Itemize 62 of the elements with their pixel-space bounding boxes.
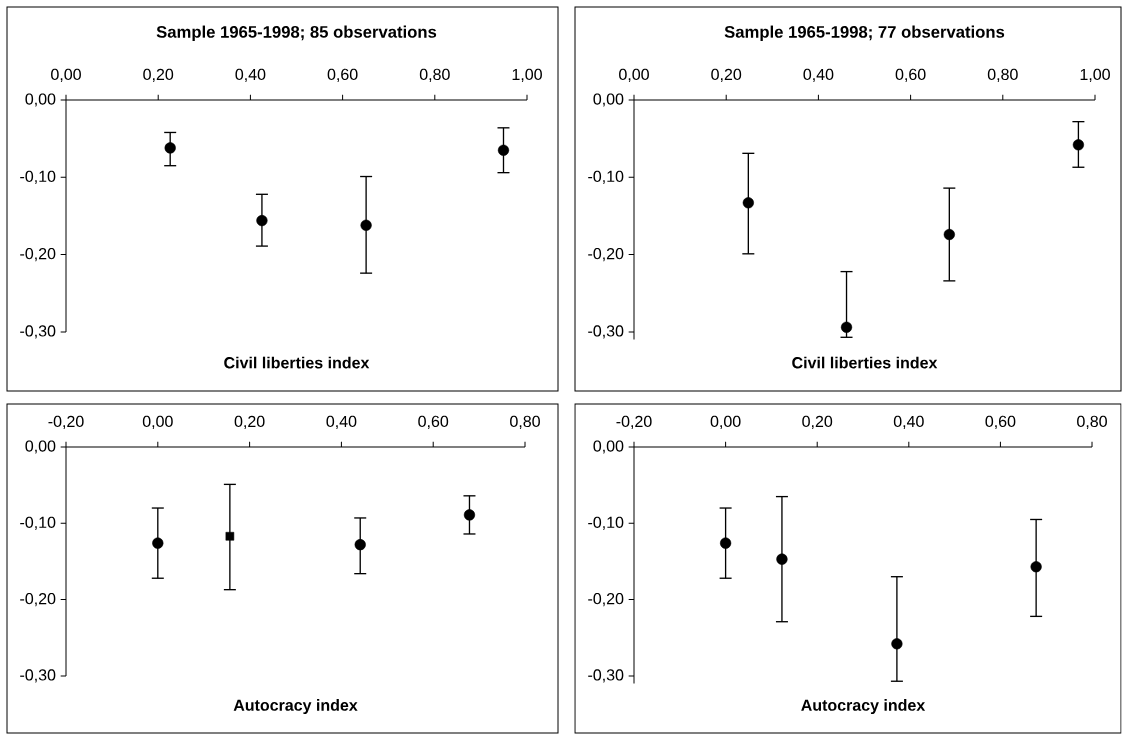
x-tick-label: -0,20 (48, 415, 84, 429)
x-tick-label: 0,20 (234, 415, 265, 429)
x-tick-label: 0,60 (418, 415, 449, 429)
point (463, 509, 476, 521)
x-axis-title: Autocracy index (801, 699, 926, 715)
point (164, 142, 176, 154)
point (840, 321, 853, 333)
point (497, 144, 510, 156)
chart-title: Sample 1965-1998; 77 observations (724, 25, 1005, 42)
x-tick-label: 0,60 (985, 415, 1016, 429)
y-tick-label: -0,20 (588, 592, 624, 607)
x-tick-label: -0,20 (616, 415, 652, 429)
x-tick-label: 0,40 (893, 415, 924, 429)
x-tick-label: 0,00 (619, 68, 649, 82)
y-tick-label: 0,00 (593, 440, 624, 454)
y-tick-label: -0,30 (20, 669, 56, 683)
x-tick-label: 0,00 (51, 68, 81, 82)
y-tick-label: -0,20 (588, 247, 624, 262)
y-tick-label: -0,10 (588, 516, 624, 530)
x-tick-label: 0,40 (235, 68, 266, 82)
point (1030, 561, 1042, 573)
x-tick-label: 0,20 (143, 68, 174, 82)
x-tick-label: 0,80 (510, 415, 540, 429)
y-tick-label: -0,10 (20, 170, 56, 184)
x-tick-label: 0,00 (142, 415, 173, 429)
point (720, 537, 732, 549)
x-axis-title: Civil liberties index (792, 356, 938, 369)
y-tick-label: -0,30 (20, 325, 56, 339)
x-tick-label: 0,40 (803, 68, 834, 82)
x-tick-label: 0,80 (419, 68, 450, 82)
x-tick-label: 0,60 (327, 68, 358, 82)
point (256, 214, 268, 227)
x-tick-label: 0,80 (987, 68, 1018, 82)
y-tick-label: -0,20 (20, 592, 56, 607)
x-axis-title: Civil liberties index (224, 356, 370, 369)
point (225, 532, 235, 541)
point (943, 228, 955, 241)
x-tick-label: 1,00 (512, 68, 542, 82)
y-tick-label: 0,00 (25, 440, 56, 454)
x-tick-label: 0,20 (802, 415, 833, 429)
point (360, 219, 372, 231)
y-tick-label: 0,00 (593, 93, 624, 107)
y-tick-label: -0,20 (20, 247, 56, 262)
x-tick-label: 0,40 (326, 415, 357, 429)
point (1072, 139, 1085, 151)
y-tick-label: -0,10 (20, 516, 56, 530)
x-tick-label: 0,80 (1077, 415, 1107, 429)
x-axis-title: Autocracy index (233, 699, 358, 715)
point (776, 553, 788, 565)
y-tick-label: -0,10 (588, 170, 624, 184)
x-tick-label: 0,00 (710, 415, 741, 429)
x-tick-label: 1,00 (1080, 68, 1110, 82)
point (152, 537, 164, 549)
point (354, 539, 366, 551)
chart-title: Sample 1965-1998; 85 observations (156, 25, 437, 42)
point (742, 197, 754, 209)
y-tick-label: -0,30 (588, 669, 624, 683)
x-tick-label: 0,20 (711, 68, 742, 82)
y-tick-label: 0,00 (25, 93, 56, 107)
y-tick-label: -0,30 (588, 325, 624, 339)
x-tick-label: 0,60 (895, 68, 926, 82)
point (891, 638, 903, 650)
